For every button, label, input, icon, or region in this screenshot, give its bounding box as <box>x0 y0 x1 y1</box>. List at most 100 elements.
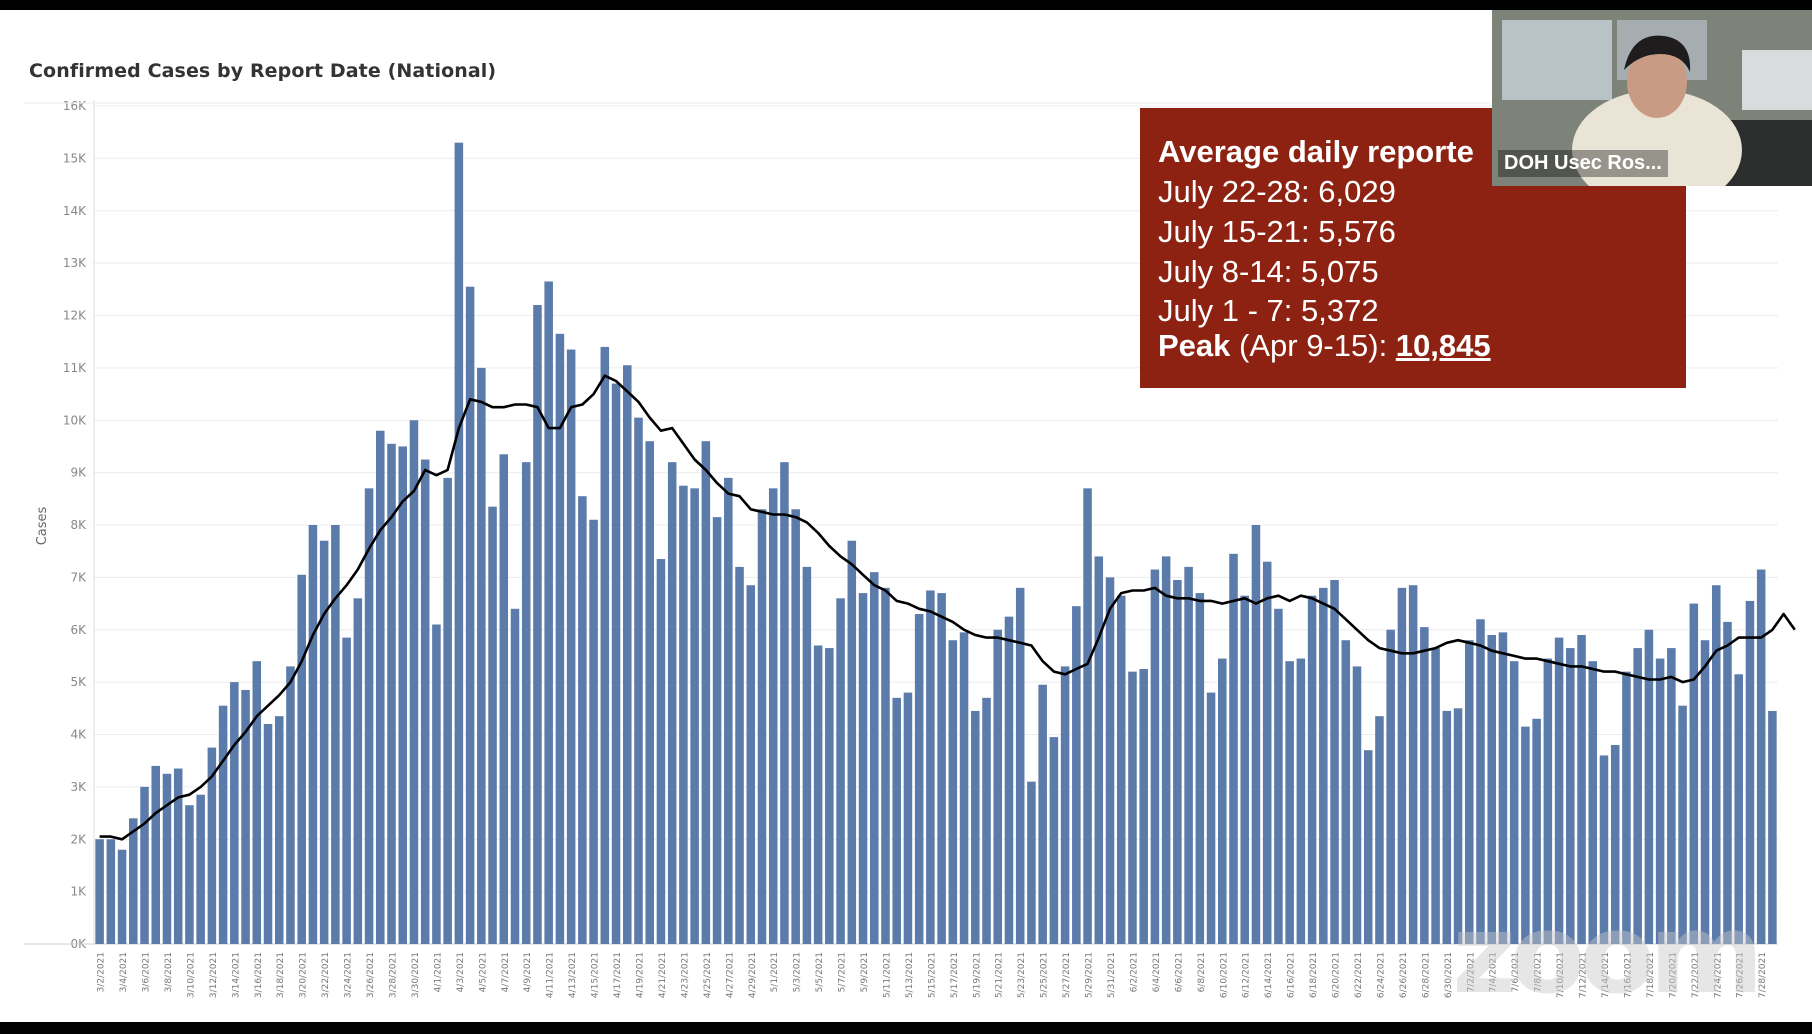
bar <box>1408 585 1418 944</box>
bar <box>319 540 329 944</box>
bar <box>1397 587 1407 944</box>
bar <box>533 305 542 944</box>
bar <box>623 365 632 945</box>
y-tick-label: 8K <box>70 518 87 532</box>
bar <box>1532 718 1541 944</box>
stats-box: Average daily reporte July 22-28: 6,029 … <box>1140 108 1686 388</box>
bar <box>555 333 565 944</box>
bar <box>443 477 452 944</box>
bar <box>892 697 901 944</box>
bar <box>185 805 194 944</box>
bar <box>813 645 823 944</box>
x-tick-label: 4/7/2021 <box>501 952 511 992</box>
y-tick-label: 13K <box>63 256 87 270</box>
bar <box>847 540 857 944</box>
y-axis-label: Cases <box>35 506 50 545</box>
x-tick-label: 3/10/2021 <box>186 952 196 998</box>
x-tick-label: 5/31/2021 <box>1107 952 1117 998</box>
x-tick-label: 5/15/2021 <box>927 952 937 998</box>
bar <box>1004 616 1014 944</box>
x-tick-label: 5/23/2021 <box>1017 952 1027 998</box>
x-tick-label: 6/26/2021 <box>1399 952 1409 998</box>
bar <box>656 559 666 944</box>
bar <box>218 705 228 944</box>
bar <box>1105 577 1115 944</box>
bar <box>914 614 924 944</box>
y-tick-label: 3K <box>70 780 87 794</box>
bar <box>1083 488 1092 944</box>
bar <box>387 443 396 944</box>
bar <box>1218 658 1227 944</box>
x-tick-label: 7/8/2021 <box>1534 952 1544 992</box>
x-tick-label: 5/1/2021 <box>770 952 780 992</box>
bar <box>869 572 879 944</box>
y-tick-label: 5K <box>70 675 87 689</box>
x-tick-label: 3/24/2021 <box>344 952 354 998</box>
participant-video-icon <box>1492 10 1812 186</box>
x-tick-label: 6/8/2021 <box>1197 952 1207 992</box>
bar <box>263 724 273 944</box>
bar <box>308 525 318 944</box>
bar <box>1465 640 1474 944</box>
bar <box>286 666 295 944</box>
bar <box>106 839 116 944</box>
x-tick-label: 4/11/2021 <box>546 952 556 998</box>
x-tick-label: 4/5/2021 <box>478 952 488 992</box>
x-tick-label: 6/24/2021 <box>1376 952 1386 998</box>
bar <box>274 716 284 944</box>
bar <box>1015 587 1025 944</box>
bar <box>1262 561 1272 944</box>
bar <box>1240 595 1249 944</box>
participant-video-tile[interactable]: DOH Usec Ros... <box>1492 10 1812 186</box>
bar <box>1296 658 1306 944</box>
x-tick-label: 5/19/2021 <box>972 952 982 998</box>
bar <box>1173 579 1182 944</box>
stat-line: July 1 - 7: 5,372 <box>1158 293 1379 328</box>
x-tick-label: 7/24/2021 <box>1713 952 1723 998</box>
bar <box>1756 569 1766 944</box>
bar <box>230 682 239 944</box>
x-tick-label: 6/18/2021 <box>1309 952 1319 998</box>
y-tick-label: 6K <box>70 623 87 637</box>
x-tick-label: 4/13/2021 <box>568 952 578 998</box>
bar <box>1577 634 1586 944</box>
bar <box>667 462 677 944</box>
x-tick-label: 7/12/2021 <box>1579 952 1589 998</box>
bar <box>578 496 587 944</box>
bar <box>140 786 149 944</box>
bar <box>701 441 711 944</box>
x-tick-label: 7/26/2021 <box>1736 952 1746 998</box>
bar <box>611 383 621 944</box>
x-tick-label: 6/28/2021 <box>1421 952 1431 998</box>
bar <box>129 818 138 944</box>
x-tick-label: 3/30/2021 <box>411 952 421 998</box>
bar <box>712 517 722 944</box>
bar <box>937 593 946 944</box>
bar <box>1543 658 1553 944</box>
bar <box>353 598 363 944</box>
x-tick-label: 3/6/2021 <box>142 952 152 992</box>
x-tick-label: 5/5/2021 <box>815 952 825 992</box>
x-tick-label: 4/19/2021 <box>635 952 645 998</box>
series-line-moving-average <box>99 374 1796 841</box>
x-tick-label: 3/14/2021 <box>231 952 241 998</box>
bar <box>1723 621 1732 944</box>
bar <box>948 640 958 944</box>
bar <box>566 349 576 944</box>
x-tick-label: 5/27/2021 <box>1062 952 1072 998</box>
x-tick-label: 7/4/2021 <box>1489 952 1499 992</box>
x-tick-label: 4/29/2021 <box>748 952 758 998</box>
bar <box>926 590 935 944</box>
bar <box>521 462 531 944</box>
x-tick-label: 6/12/2021 <box>1242 952 1252 998</box>
bar <box>881 587 890 944</box>
peak-range: (Apr 9-15): <box>1230 328 1396 363</box>
bar <box>173 768 183 944</box>
x-tick-label: 7/20/2021 <box>1668 952 1678 998</box>
bar <box>1745 600 1755 944</box>
bar <box>342 637 351 944</box>
x-tick-label: 3/16/2021 <box>254 952 264 998</box>
x-tick-label: 7/18/2021 <box>1646 952 1656 998</box>
bar <box>1161 556 1171 944</box>
y-tick-label: 15K <box>63 151 87 165</box>
